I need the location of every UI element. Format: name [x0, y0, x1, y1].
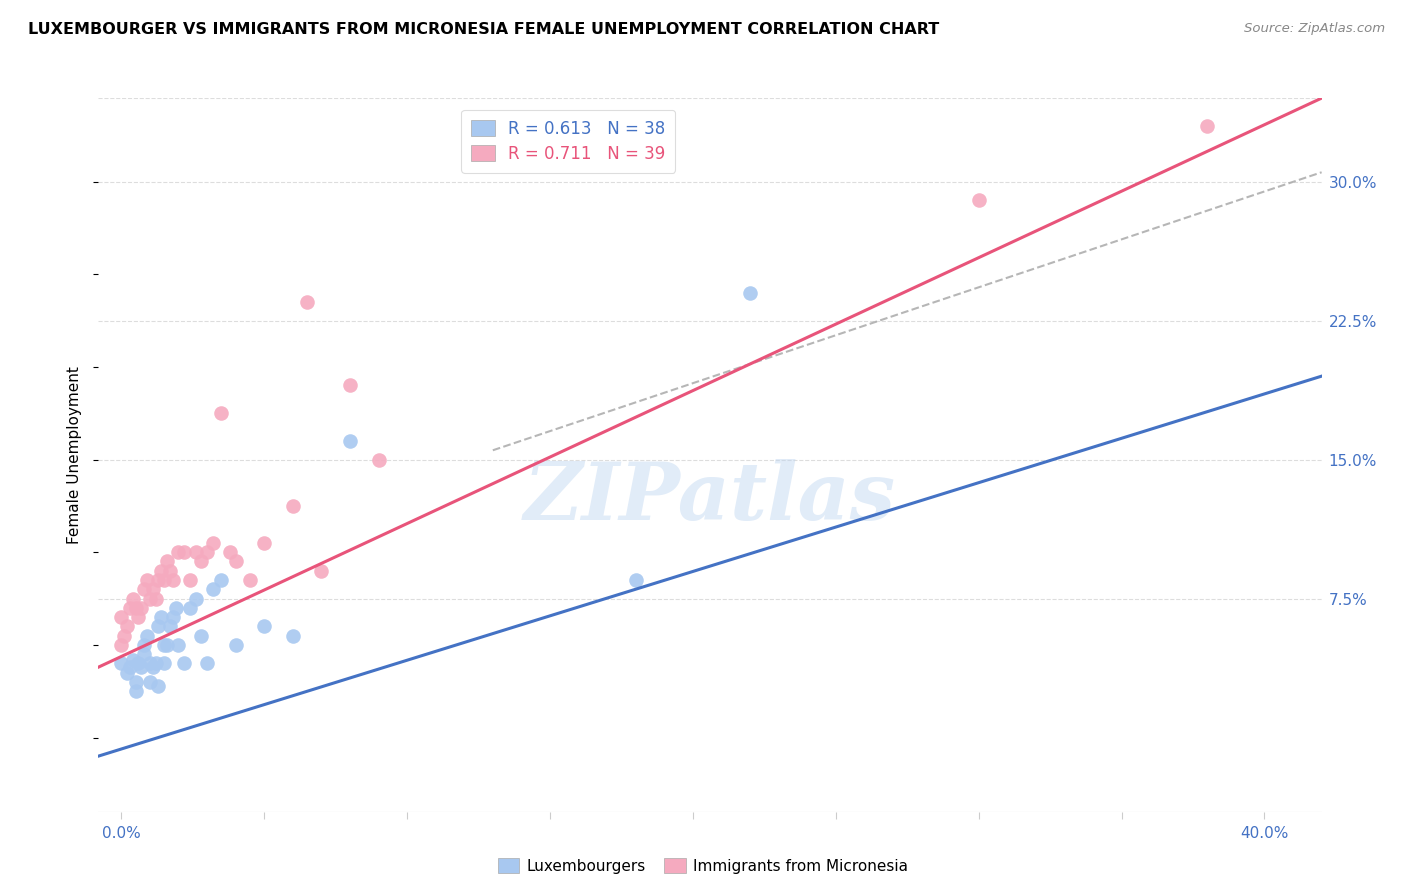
Point [118, 660, 141, 674]
Point [201, 582, 224, 597]
Point [219, 545, 242, 559]
Point [225, 638, 247, 652]
Point [121, 591, 143, 606]
Point [367, 452, 389, 467]
Point [134, 582, 156, 597]
Point [148, 619, 170, 633]
Legend: R = 0.613   N = 38, R = 0.711   N = 39: R = 0.613 N = 38, R = 0.711 N = 39 [461, 110, 675, 173]
Point [173, 657, 195, 671]
Point [115, 665, 138, 680]
Point [201, 536, 224, 550]
Point [162, 573, 184, 587]
Point [110, 657, 132, 671]
Point [311, 564, 333, 578]
Point [195, 657, 218, 671]
Point [142, 660, 165, 674]
Point [153, 638, 176, 652]
Point [127, 610, 149, 624]
Point [134, 647, 156, 661]
Point [129, 660, 152, 674]
Point [162, 610, 184, 624]
Point [184, 545, 207, 559]
Point [190, 554, 212, 568]
Point [134, 638, 156, 652]
Point [115, 619, 138, 633]
Point [129, 600, 152, 615]
Point [738, 285, 761, 300]
Point [253, 536, 276, 550]
Point [136, 629, 159, 643]
Text: ZIPatlas: ZIPatlas [524, 459, 896, 536]
Y-axis label: Female Unemployment: Female Unemployment [67, 366, 83, 544]
Point [209, 406, 232, 420]
Point [118, 600, 141, 615]
Point [253, 619, 276, 633]
Point [148, 679, 170, 693]
Point [124, 684, 146, 698]
Point [110, 610, 132, 624]
Point [150, 610, 173, 624]
Point [139, 591, 162, 606]
Point [167, 545, 190, 559]
Point [139, 675, 162, 690]
Point [156, 554, 179, 568]
Point [159, 619, 181, 633]
Point [124, 675, 146, 690]
Point [110, 638, 132, 652]
Point [209, 573, 232, 587]
Point [339, 378, 361, 392]
Point [112, 629, 135, 643]
Point [139, 657, 162, 671]
Point [281, 499, 304, 513]
Point [179, 600, 201, 615]
Legend: Luxembourgers, Immigrants from Micronesia: Luxembourgers, Immigrants from Micronesi… [492, 852, 914, 880]
Point [145, 591, 167, 606]
Point [339, 434, 361, 448]
Point [165, 600, 187, 615]
Point [153, 657, 176, 671]
Point [148, 573, 170, 587]
Point [967, 193, 990, 207]
Point [190, 629, 212, 643]
Point [195, 545, 218, 559]
Point [1197, 119, 1219, 133]
Point [150, 564, 173, 578]
Point [136, 573, 159, 587]
Point [167, 638, 190, 652]
Point [121, 653, 143, 667]
Point [295, 295, 318, 310]
Point [173, 545, 195, 559]
Point [153, 573, 176, 587]
Point [142, 582, 165, 597]
Point [624, 573, 647, 587]
Point [184, 591, 207, 606]
Point [239, 573, 262, 587]
Point [159, 564, 181, 578]
Point [145, 657, 167, 671]
Point [124, 600, 146, 615]
Point [225, 554, 247, 568]
Point [127, 657, 149, 671]
Text: LUXEMBOURGER VS IMMIGRANTS FROM MICRONESIA FEMALE UNEMPLOYMENT CORRELATION CHART: LUXEMBOURGER VS IMMIGRANTS FROM MICRONES… [28, 22, 939, 37]
Point [156, 638, 179, 652]
Text: Source: ZipAtlas.com: Source: ZipAtlas.com [1244, 22, 1385, 36]
Point [179, 573, 201, 587]
Point [281, 629, 304, 643]
